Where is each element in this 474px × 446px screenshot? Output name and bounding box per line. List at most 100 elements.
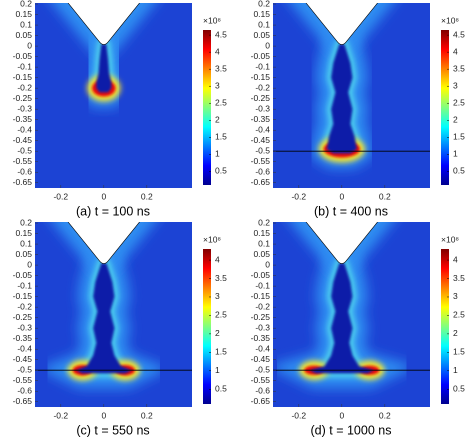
field: [35, 222, 192, 407]
colorbar-tick-label: 2: [215, 115, 220, 125]
y-tick-label: -0.55: [251, 156, 271, 166]
y-tick-label: 0.1: [20, 238, 32, 248]
colorbar-tick-label: 2: [453, 328, 458, 338]
caption: (b) t = 400 ns: [314, 204, 388, 218]
y-tick-label: 0.2: [258, 217, 270, 227]
x-tick-label: -0.2: [53, 410, 68, 420]
colorbar-tick-label: 4.5: [453, 29, 465, 39]
y-tick-label: -0.1: [17, 61, 32, 71]
y-tick-label: 0.05: [15, 30, 32, 40]
y-tick-label: -0.45: [251, 354, 271, 364]
x-tick-label: 0: [101, 191, 106, 201]
y-tick-label: 0.2: [20, 0, 32, 8]
y-tick-label: -0.15: [251, 72, 271, 82]
colorbar-tick-label: 2.5: [453, 310, 465, 320]
colorbar-tick-label: 3.5: [453, 273, 465, 283]
colorbar-tick-label: 1.5: [453, 347, 465, 357]
colorbar-label: ×10⁸: [203, 15, 221, 25]
y-tick-label: -0.25: [251, 312, 271, 322]
y-tick-label: 0.05: [15, 249, 32, 259]
colorbar-tick-label: 1.5: [215, 132, 227, 142]
colorbar-tick-label: 2.5: [215, 310, 227, 320]
y-tick-label: -0.65: [13, 396, 33, 406]
field: [273, 222, 430, 407]
x-tick-label: 0.2: [379, 410, 391, 420]
y-tick-label: 0.15: [253, 9, 270, 19]
colorbar-tick-label: 2.5: [453, 97, 465, 107]
colorbar-tick-label: 4: [453, 254, 458, 264]
caption: (a) t = 100 ns: [76, 204, 150, 218]
needle: [305, 3, 378, 45]
y-tick-label: -0.45: [13, 135, 33, 145]
y-tick-label: 0.1: [20, 19, 32, 29]
y-tick-label: 0.2: [20, 217, 32, 227]
panel: 0.20.150.10.050-0.05-0.1-0.15-0.2-0.25-0…: [13, 217, 227, 437]
colorbar-tick-label: 3: [215, 80, 220, 90]
y-tick-label: -0.1: [255, 280, 270, 290]
y-tick-label: -0.25: [13, 93, 33, 103]
needle: [305, 222, 378, 264]
y-tick-label: 0.1: [258, 19, 270, 29]
y-tick-label: -0.4: [255, 124, 270, 134]
x-tick-label: 0: [339, 410, 344, 420]
colorbar: [203, 249, 211, 404]
colorbar-tick-label: 2: [215, 328, 220, 338]
colorbar-tick-label: 3.5: [453, 63, 465, 73]
colorbar-tick-label: 3: [453, 80, 458, 90]
colorbar-tick-label: 3.5: [215, 63, 227, 73]
colorbar-tick-label: 2: [453, 115, 458, 125]
y-tick-label: -0.65: [251, 177, 271, 187]
needle: [67, 222, 140, 264]
x-tick-label: 0: [101, 410, 106, 420]
y-tick-label: -0.2: [17, 301, 32, 311]
colorbar-label: ×10⁸: [441, 15, 459, 25]
x-tick-label: -0.2: [291, 410, 306, 420]
y-tick-label: 0.1: [258, 238, 270, 248]
field: [273, 3, 430, 188]
y-tick-label: -0.1: [255, 61, 270, 71]
x-tick-label: 0.2: [379, 191, 391, 201]
colorbar: [203, 30, 211, 185]
y-tick-label: -0.45: [13, 354, 33, 364]
y-tick-label: -0.05: [13, 270, 33, 280]
needle: [67, 3, 140, 45]
y-tick-label: -0.55: [13, 375, 33, 385]
colorbar-tick-label: 1: [453, 365, 458, 375]
caption: (d) t = 1000 ns: [311, 423, 392, 437]
colorbar: [441, 30, 449, 185]
y-tick-label: 0.15: [15, 228, 32, 238]
y-tick-label: -0.55: [251, 375, 271, 385]
colorbar-tick-label: 4: [215, 46, 220, 56]
x-tick-label: -0.2: [53, 191, 68, 201]
y-tick-label: -0.65: [13, 177, 33, 187]
y-tick-label: -0.05: [251, 270, 271, 280]
colorbar-label: ×10⁸: [441, 234, 459, 244]
colorbar-tick-label: 0.5: [453, 166, 465, 176]
y-tick-label: 0: [265, 40, 270, 50]
y-tick-label: -0.05: [251, 51, 271, 61]
y-tick-label: 0.05: [253, 249, 270, 259]
y-tick-label: 0: [27, 259, 32, 269]
x-tick-label: 0.2: [141, 191, 153, 201]
y-tick-label: -0.35: [13, 114, 33, 124]
colorbar-tick-label: 1.5: [453, 132, 465, 142]
channel: [96, 43, 112, 93]
y-tick-label: -0.6: [255, 166, 270, 176]
y-tick-label: -0.6: [17, 166, 32, 176]
y-tick-label: -0.05: [13, 51, 33, 61]
y-tick-label: -0.5: [255, 145, 270, 155]
y-tick-label: -0.6: [17, 385, 32, 395]
colorbar-tick-label: 0.5: [215, 383, 227, 393]
x-tick-label: 0: [339, 191, 344, 201]
colorbar-label: ×10⁸: [203, 234, 221, 244]
y-tick-label: 0.2: [258, 0, 270, 8]
panel: 0.20.150.10.050-0.05-0.1-0.15-0.2-0.25-0…: [13, 0, 227, 218]
channel: [309, 262, 375, 374]
channel: [75, 262, 132, 374]
y-tick-label: -0.6: [255, 385, 270, 395]
y-tick-label: -0.4: [17, 343, 32, 353]
y-tick-label: -0.3: [255, 322, 270, 332]
y-tick-label: -0.5: [17, 364, 32, 374]
y-tick-label: -0.4: [17, 124, 32, 134]
